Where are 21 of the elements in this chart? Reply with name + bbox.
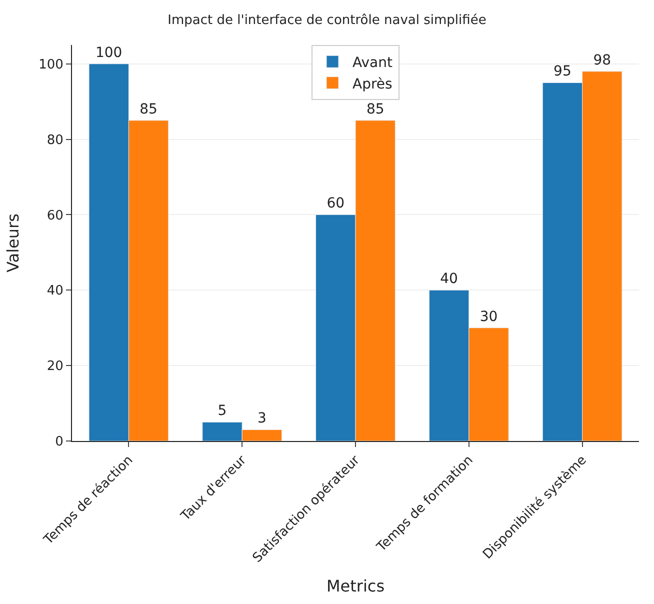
y-tick-label: 100 bbox=[38, 57, 64, 72]
legend-label: Avant bbox=[352, 55, 393, 72]
y-axis-title: Valeurs bbox=[3, 214, 22, 272]
y-tick-label: 80 bbox=[46, 132, 64, 148]
data-label: 100 bbox=[95, 44, 122, 61]
data-label: 60 bbox=[326, 196, 345, 212]
chart-title: Impact de l'interface de contrôle naval simplifiée bbox=[168, 13, 486, 28]
y-tick-label: 20 bbox=[46, 359, 64, 374]
data-label: 85 bbox=[140, 101, 158, 118]
x-axis-title: Metrics bbox=[326, 576, 385, 596]
legend-label: Après bbox=[352, 76, 392, 92]
y-tick-label: 60 bbox=[46, 208, 64, 224]
y-tick-label: 0 bbox=[55, 434, 64, 450]
data-label: 5 bbox=[218, 403, 227, 420]
data-label: 30 bbox=[480, 308, 498, 325]
data-label: 98 bbox=[593, 52, 612, 68]
y-tick-label: 40 bbox=[46, 284, 64, 299]
data-label: 40 bbox=[440, 271, 458, 288]
data-label: 95 bbox=[554, 64, 572, 80]
data-label: 3 bbox=[257, 410, 266, 427]
data-label: 85 bbox=[366, 101, 384, 118]
